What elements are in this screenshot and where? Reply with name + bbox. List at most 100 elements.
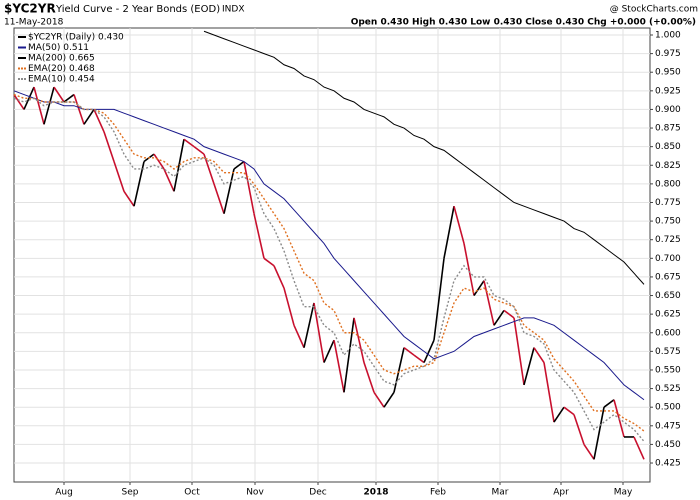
price-segment — [593, 407, 605, 460]
x-tick-label: Feb — [430, 488, 446, 498]
price-segment — [373, 391, 385, 408]
legend-label: EMA(10) 0.454 — [28, 75, 95, 85]
price-segment — [543, 362, 555, 423]
price-segment — [503, 309, 515, 319]
price-segment — [183, 138, 195, 148]
y-tick-label: 0.975 — [655, 49, 681, 59]
x-tick-label: Nov — [246, 488, 264, 498]
price-segment — [213, 183, 225, 214]
x-tick-label: Aug — [55, 488, 73, 498]
y-tick-label: 0.500 — [655, 403, 681, 413]
y-tick-label: 0.925 — [655, 86, 681, 96]
y-tick-label: 0.550 — [655, 365, 681, 375]
price-segment — [173, 139, 185, 192]
y-tick-label: 0.850 — [655, 142, 681, 152]
plot-frame — [13, 27, 651, 483]
price-segment — [473, 280, 485, 296]
chart-title: Yield Curve - 2 Year Bonds (EOD) — [55, 4, 220, 15]
price-segment — [353, 317, 365, 363]
source: @ StockCharts.com — [610, 5, 698, 15]
price-segment — [263, 257, 275, 267]
price-segment — [563, 406, 575, 416]
legend-label: $YC2YR (Daily) 0.430 — [28, 33, 124, 43]
price-segment — [273, 265, 285, 289]
exchange: INDX — [222, 5, 244, 15]
legend-label: EMA(20) 0.468 — [28, 64, 95, 74]
legend-label: MA(200) 0.665 — [28, 54, 95, 64]
price-segment — [63, 93, 75, 103]
price-segment — [413, 354, 425, 364]
price-segment — [523, 347, 535, 386]
series-line — [13, 97, 645, 442]
y-tick-label: 0.425 — [655, 459, 681, 469]
y-tick-label: 0.800 — [655, 179, 681, 189]
price-segment — [103, 131, 115, 162]
price-segment — [123, 190, 135, 207]
price-segment — [93, 109, 105, 133]
price-segment — [323, 339, 335, 363]
y-tick-label: 0.450 — [655, 440, 681, 450]
price-segment — [233, 160, 245, 170]
price-segment — [223, 168, 235, 214]
y-tick-label: 0.700 — [655, 254, 681, 264]
y-tick-label: 0.475 — [655, 421, 681, 431]
price-segment — [343, 317, 355, 393]
y-tick-label: 0.775 — [655, 198, 681, 208]
price-segment — [193, 146, 205, 155]
price-segment — [603, 399, 615, 408]
price-segment — [163, 168, 175, 192]
x-tick-label: Sep — [122, 488, 139, 498]
price-segment — [153, 153, 165, 170]
price-segment — [283, 287, 295, 326]
y-tick-label: 0.900 — [655, 105, 681, 115]
series-line — [13, 90, 645, 401]
price-segment — [403, 346, 415, 356]
y-tick-label: 0.650 — [655, 291, 681, 301]
y-tick-label: 0.675 — [655, 272, 681, 282]
y-tick-label: 0.750 — [655, 217, 681, 227]
price-segment — [573, 414, 585, 445]
y-tick-label: 0.725 — [655, 235, 681, 245]
x-tick-label: May — [614, 488, 633, 498]
price-segment — [423, 339, 435, 363]
price-segment — [483, 280, 495, 326]
date: 11-May-2018 — [4, 18, 64, 28]
quote: Open 0.430 High 0.430 Low 0.430 Close 0.… — [351, 18, 696, 28]
price-segment — [633, 436, 645, 460]
price-segment — [513, 317, 525, 385]
x-tick-label: Oct — [184, 488, 200, 498]
symbol: $YC2YR — [4, 2, 56, 16]
price-segment — [463, 243, 475, 296]
price-segment — [243, 161, 255, 214]
legend-label: MA(50) 0.511 — [28, 43, 89, 53]
y-tick-label: 0.600 — [655, 328, 681, 338]
price-segment — [53, 86, 65, 103]
price-segment — [363, 362, 375, 393]
price-segment — [393, 347, 405, 393]
price-segment — [23, 86, 35, 110]
price-segment — [13, 94, 25, 110]
price-segment — [583, 443, 595, 460]
x-tick-label: Mar — [492, 488, 509, 498]
y-tick-label: 0.825 — [655, 161, 681, 171]
price-segment — [253, 213, 265, 259]
price-segment — [33, 86, 45, 125]
price-segment — [433, 258, 445, 341]
price-segment — [303, 302, 315, 348]
x-tick-label: 2018 — [363, 488, 388, 498]
y-tick-label: 0.575 — [655, 347, 681, 357]
y-tick-label: 0.625 — [655, 310, 681, 320]
y-tick-label: 1.000 — [655, 30, 681, 40]
price-segment — [313, 302, 325, 363]
y-tick-label: 0.875 — [655, 124, 681, 134]
price-segment — [453, 205, 465, 244]
price-segment — [493, 309, 505, 326]
series-line — [203, 30, 645, 285]
price-segment — [43, 86, 55, 125]
price-segment — [333, 340, 345, 393]
price-segment — [443, 206, 455, 259]
y-tick-label: 0.950 — [655, 68, 681, 78]
